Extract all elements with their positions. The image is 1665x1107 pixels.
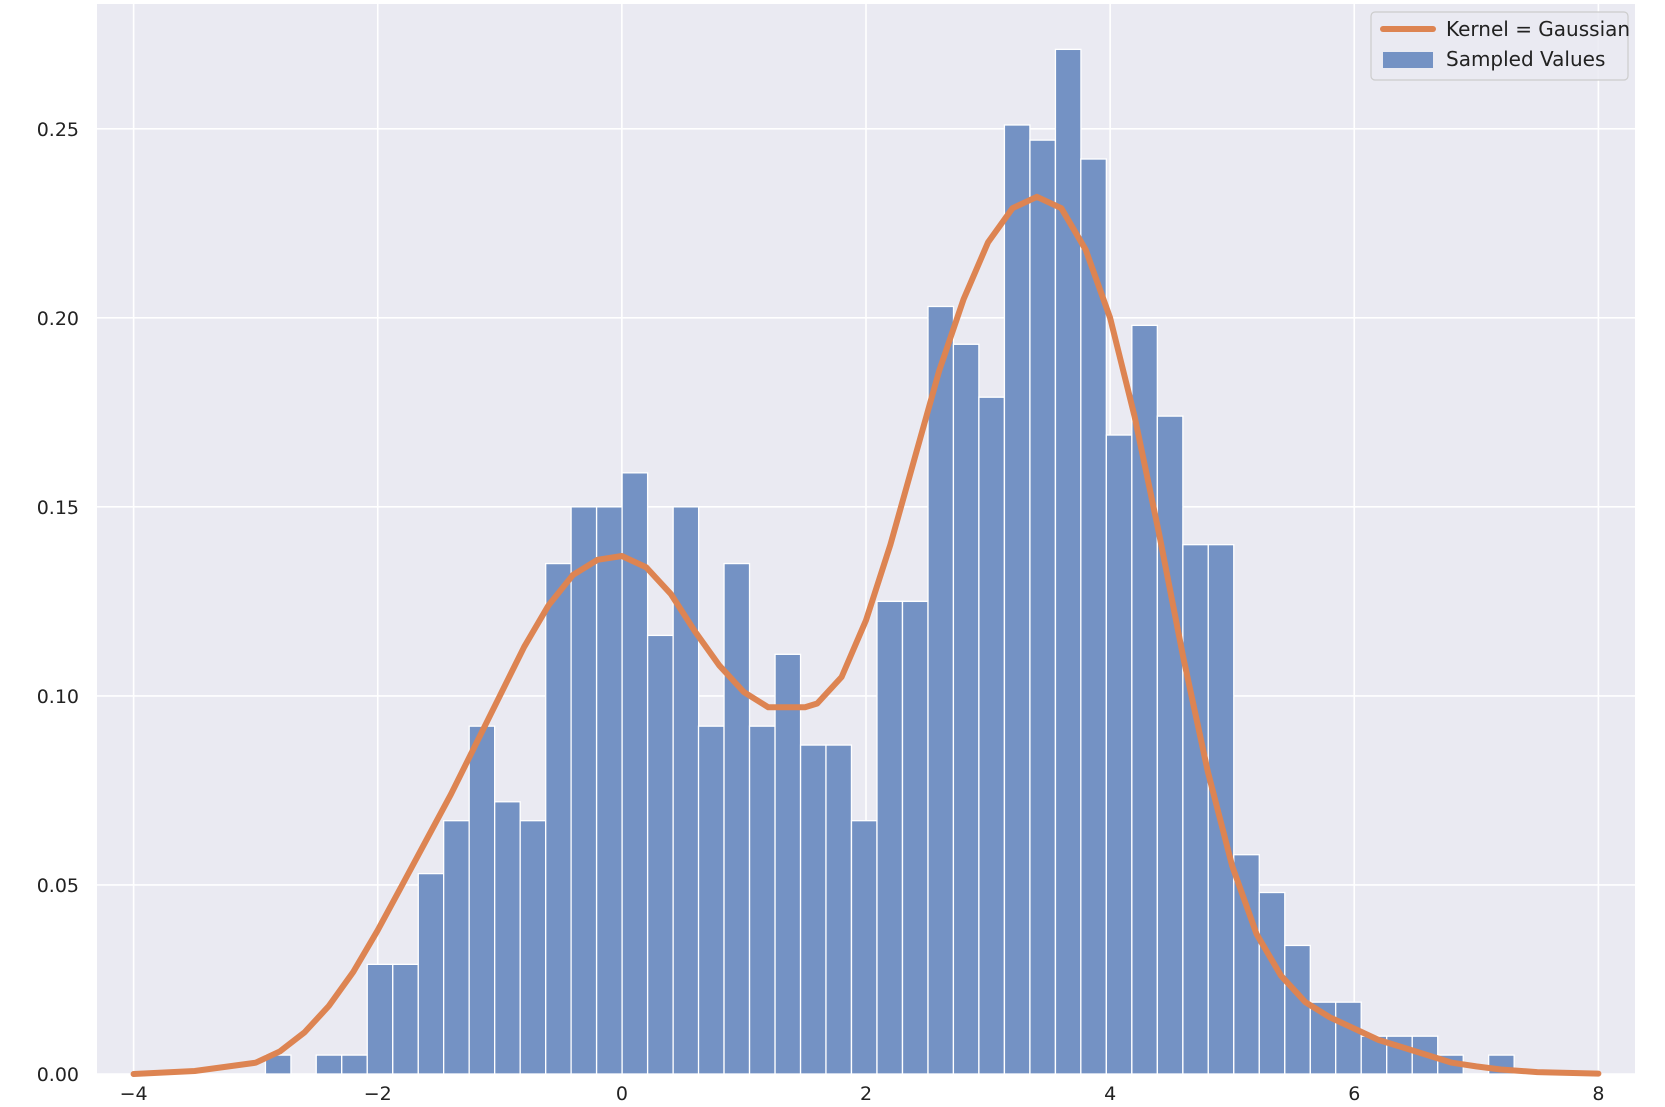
y-tick-label: 0.20	[37, 308, 79, 330]
histogram-bar	[1258, 891, 1286, 1075]
histogram-bar	[799, 744, 827, 1075]
x-tick-label: −4	[120, 1083, 148, 1105]
histogram-bar	[748, 725, 776, 1075]
y-tick-labels: 0.00 0.05 0.10 0.15 0.20 0.25	[37, 119, 79, 1086]
histogram-bar	[672, 506, 700, 1075]
histogram-bar	[1131, 324, 1158, 1075]
histogram-bar	[1182, 544, 1210, 1075]
histogram-bar	[621, 472, 649, 1075]
histogram-bar	[417, 872, 445, 1075]
histogram-bar	[901, 600, 929, 1075]
histogram-bar	[595, 506, 623, 1075]
histogram-bar	[646, 634, 674, 1075]
histogram-bar	[850, 820, 878, 1075]
x-tick-label: 8	[1592, 1083, 1604, 1105]
x-tick-label: 0	[616, 1083, 628, 1105]
histogram-bar	[1335, 1001, 1362, 1075]
y-tick-label: 0.00	[37, 1064, 79, 1086]
histogram-bar	[927, 305, 955, 1075]
legend-bars-swatch	[1383, 52, 1433, 68]
histogram-bar	[1156, 415, 1184, 1075]
histogram-bar	[545, 562, 572, 1075]
x-tick-label: 4	[1104, 1083, 1116, 1105]
legend-kde-label: Kernel = Gaussian	[1446, 17, 1630, 41]
histogram-bar	[392, 963, 419, 1075]
histogram-bar	[876, 600, 904, 1075]
histogram-bar	[697, 725, 725, 1075]
histogram-bar	[494, 801, 521, 1075]
histogram-bar	[366, 963, 394, 1075]
y-tick-label: 0.25	[37, 119, 79, 141]
histogram-bar	[723, 562, 751, 1075]
histogram-bar	[774, 653, 802, 1075]
histogram-bar	[1207, 544, 1235, 1075]
y-tick-label: 0.10	[37, 686, 79, 708]
x-tick-labels: −4 −2 0 2 4 6 8	[120, 1083, 1605, 1105]
histogram-bar	[570, 506, 598, 1075]
histogram-bar	[1233, 854, 1260, 1075]
histogram-bar	[952, 343, 980, 1075]
legend: Kernel = Gaussian Sampled Values	[1370, 11, 1630, 81]
x-tick-label: −2	[364, 1083, 392, 1105]
histogram-bars	[264, 48, 1515, 1075]
histogram-bar	[341, 1054, 368, 1075]
histogram-bar	[315, 1054, 343, 1075]
y-tick-label: 0.15	[37, 497, 79, 519]
histogram-bar	[825, 744, 853, 1075]
y-tick-label: 0.05	[37, 875, 79, 897]
histogram-bar	[443, 820, 470, 1075]
kde-line	[130, 193, 1602, 1077]
histogram-bar	[1080, 158, 1107, 1075]
histogram-bar	[1003, 124, 1031, 1075]
x-tick-label: 6	[1348, 1083, 1360, 1105]
x-tick-label: 2	[860, 1083, 872, 1105]
histogram-bar	[978, 396, 1006, 1075]
histogram-bar	[519, 820, 547, 1075]
legend-bars-label: Sampled Values	[1446, 47, 1605, 71]
histogram-bar	[468, 725, 496, 1075]
histogram-bar	[1284, 944, 1311, 1075]
histogram-bar	[1054, 48, 1082, 1075]
histogram-bar	[1029, 139, 1057, 1075]
histogram-bar	[1105, 434, 1133, 1075]
